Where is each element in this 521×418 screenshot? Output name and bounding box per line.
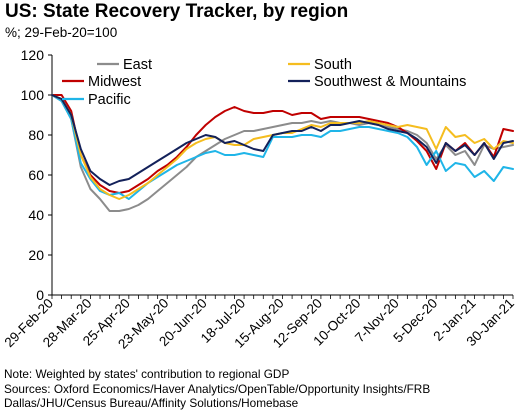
y-tick-label: 20 xyxy=(28,247,44,263)
chart-title: US: State Recovery Tracker, by region xyxy=(5,1,349,22)
footnote-sources-cont: Dallas/JHU/Census Bureau/Affinity Soluti… xyxy=(4,396,299,410)
series-line-midwest xyxy=(51,94,514,194)
y-tick-label: 0 xyxy=(36,287,44,303)
footnote-note: Note: Weighted by states' contribution t… xyxy=(4,367,290,381)
legend-label: South xyxy=(314,57,352,73)
footnote-sources: Sources: Oxford Economics/Haver Analytic… xyxy=(4,381,431,396)
series-line-southwest-mountains xyxy=(51,94,514,186)
y-tick-label: 120 xyxy=(21,47,45,63)
legend-label: Southwest & Mountains xyxy=(314,74,466,90)
legend-label: East xyxy=(123,57,152,73)
legend-label: Midwest xyxy=(88,74,141,90)
footnote: Note: Weighted by states' contribution t… xyxy=(4,367,519,411)
legend-label: Pacific xyxy=(88,92,131,108)
y-tick-label: 80 xyxy=(28,127,44,143)
y-tick-label: 100 xyxy=(21,87,45,103)
series-line-east xyxy=(51,94,514,212)
series-line-pacific xyxy=(51,94,514,200)
y-tick-label: 60 xyxy=(28,167,44,183)
chart-subtitle: %; 29-Feb-20=100 xyxy=(5,25,118,40)
y-tick-label: 40 xyxy=(28,207,44,223)
